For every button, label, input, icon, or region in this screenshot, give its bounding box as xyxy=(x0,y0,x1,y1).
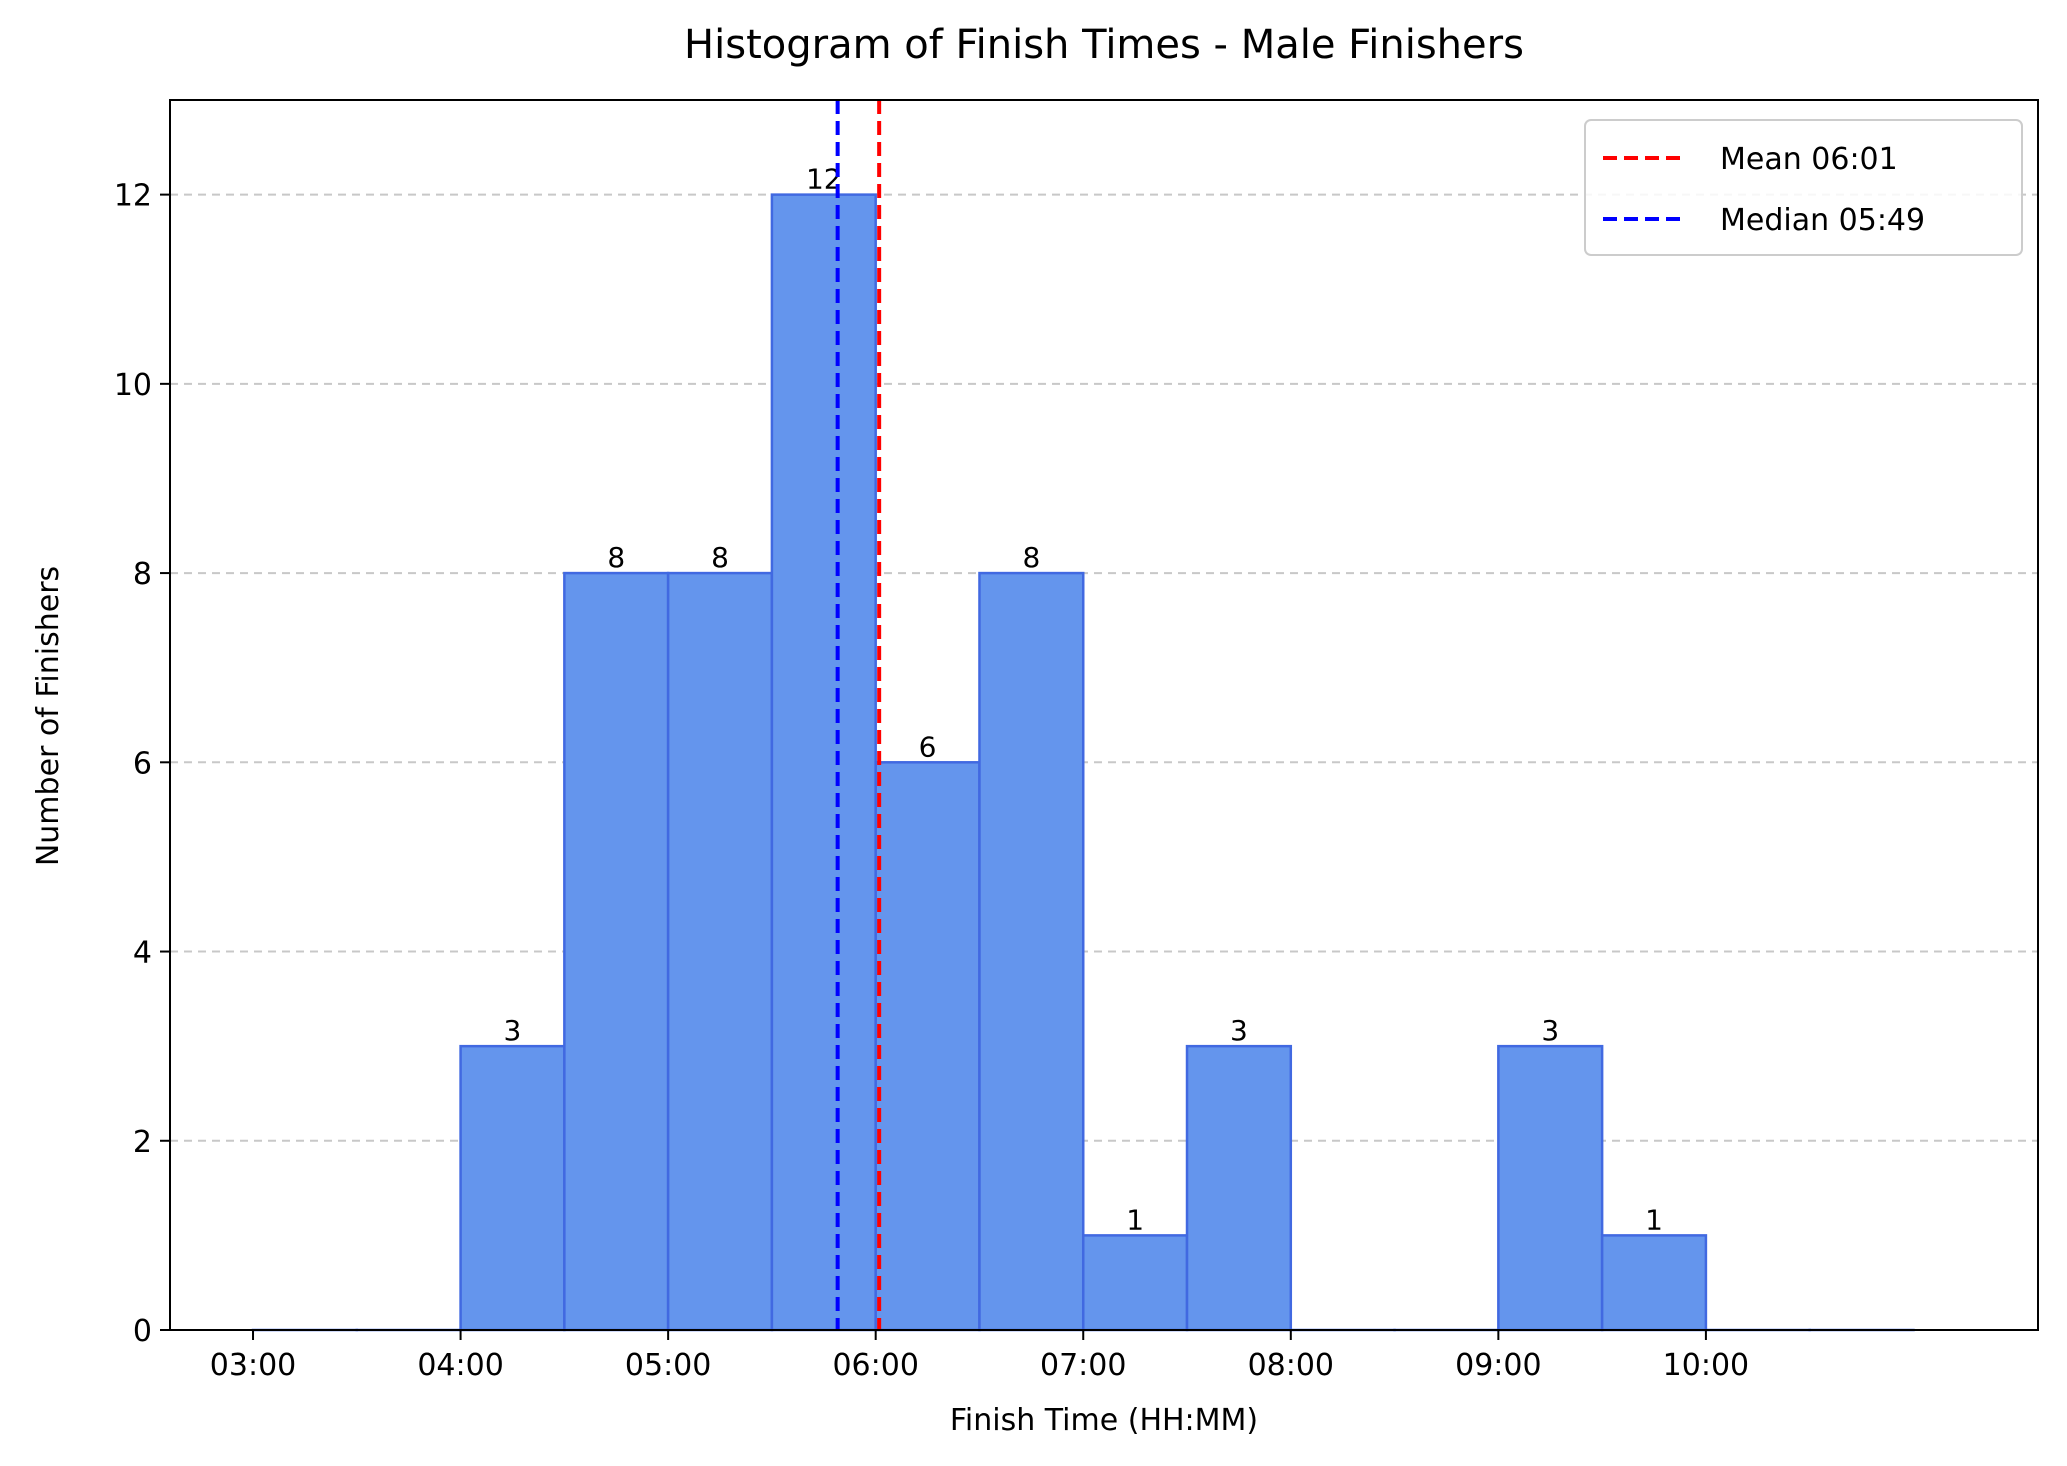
x-axis-label: Finish Time (HH:MM) xyxy=(950,1403,1258,1438)
x-tick-label: 09:00 xyxy=(1455,1348,1541,1383)
reference-lines xyxy=(835,100,882,1330)
x-axis-ticks: 03:00 04:00 05:00 06:00 07:00 08:00 09:00 10:00 xyxy=(210,1330,1749,1383)
bar-value-label: 8 xyxy=(711,541,729,574)
bar-value-label: 1 xyxy=(1645,1203,1663,1236)
legend-box xyxy=(1584,119,2023,256)
histogram-bar xyxy=(1600,1234,1708,1332)
x-tick-label: 05:00 xyxy=(625,1348,711,1383)
histogram-bar xyxy=(1185,1044,1293,1332)
histogram-bar xyxy=(1081,1234,1189,1332)
bar-value-label: 3 xyxy=(1230,1014,1248,1047)
bar-value-label: 8 xyxy=(607,541,625,574)
y-grid xyxy=(170,193,2038,1142)
x-tick-label: 06:00 xyxy=(832,1348,918,1383)
histogram-bar xyxy=(978,571,1085,1332)
histogram-bar xyxy=(770,193,877,1332)
legend: Mean 06:01 Median 05:49 xyxy=(1584,119,2023,256)
y-tick-label: 0 xyxy=(133,1314,152,1349)
x-tick-label: 10:00 xyxy=(1663,1348,1749,1383)
y-tick-label: 12 xyxy=(114,179,152,214)
chart-title: Histogram of Finish Times - Male Finishe… xyxy=(684,22,1524,68)
x-tick-label: 03:00 xyxy=(210,1348,296,1383)
bar-value-label: 8 xyxy=(1022,541,1040,574)
legend-label: Median 05:49 xyxy=(1720,203,1925,238)
bar-value-label: 3 xyxy=(504,1014,522,1047)
bar-value-label: 6 xyxy=(919,730,937,763)
legend-label: Mean 06:01 xyxy=(1720,142,1898,177)
y-tick-label: 8 xyxy=(133,557,152,592)
y-tick-label: 2 xyxy=(133,1125,152,1160)
histogram-bars xyxy=(251,193,1915,1332)
x-tick-label: 04:00 xyxy=(417,1348,503,1383)
plot-frame xyxy=(169,99,2039,1331)
histogram-bar xyxy=(459,1044,566,1332)
y-tick-label: 4 xyxy=(133,936,152,971)
x-tick-label: 07:00 xyxy=(1040,1348,1126,1383)
bar-value-label: 3 xyxy=(1541,1014,1559,1047)
bar-value-label: 1 xyxy=(1126,1203,1144,1236)
y-axis-ticks: 0 2 4 6 8 10 12 xyxy=(114,179,170,1349)
x-tick-label: 08:00 xyxy=(1248,1348,1334,1383)
histogram-bar xyxy=(1497,1044,1604,1332)
histogram-bar xyxy=(563,571,670,1332)
histogram-bar xyxy=(666,571,774,1332)
y-tick-label: 6 xyxy=(133,746,152,781)
histogram-bar xyxy=(874,761,981,1332)
y-tick-label: 10 xyxy=(114,368,152,403)
y-axis-label: Number of Finishers xyxy=(31,566,66,866)
